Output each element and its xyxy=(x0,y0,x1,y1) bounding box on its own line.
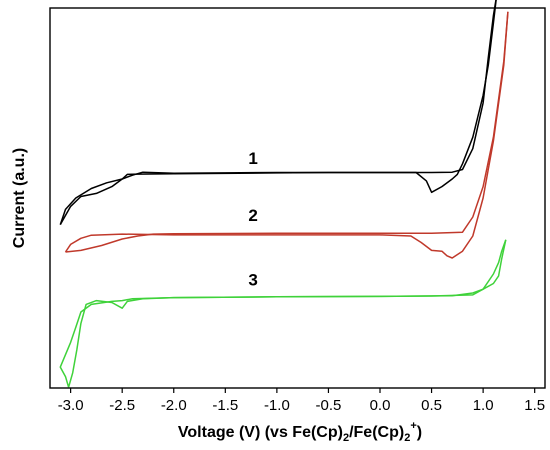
y-axis-title: Current (a.u.) xyxy=(11,148,28,248)
trace-layer xyxy=(59,0,509,388)
x-axis-title-main: Voltage (V) (vs Fe(Cp) xyxy=(178,424,343,441)
x-tick-label: -3.0 xyxy=(58,397,84,414)
x-tick-label: 1.0 xyxy=(473,397,494,414)
x-axis-title-sub-1: 2 xyxy=(343,432,349,444)
curve-label-2: 2 xyxy=(248,206,257,225)
plot-frame xyxy=(49,7,546,389)
x-tick-label: 0.0 xyxy=(370,397,391,414)
x-tick-label: -0.5 xyxy=(316,397,342,414)
x-tick-label: -1.0 xyxy=(264,397,290,414)
curve-label-layer: 1 2 3 xyxy=(248,149,257,290)
x-tick-label: 0.5 xyxy=(421,397,442,414)
cv-trace-3-upper xyxy=(59,239,507,388)
x-tick-label: 1.5 xyxy=(524,397,545,414)
cv-trace-1-lower xyxy=(59,0,497,225)
x-axis-ticks: -3.0 -2.5 -2.0 -1.5 -1.0 -0.5 0.0 0.5 1.0 1.5 xyxy=(58,388,545,414)
curve-label-1: 1 xyxy=(248,149,257,168)
cv-trace-2-upper xyxy=(65,11,509,253)
x-axis-title-sub-2: 2 xyxy=(404,432,410,444)
x-tick-label: -2.5 xyxy=(109,397,135,414)
x-axis-title-close: ) xyxy=(417,424,422,441)
x-axis-title: Voltage (V) (vs Fe(Cp)2/Fe(Cp)2+) xyxy=(178,420,422,444)
x-axis-title-sup: + xyxy=(410,420,416,432)
cv-trace-3-lower xyxy=(67,239,507,388)
curve-label-3: 3 xyxy=(248,270,257,289)
cv-trace-2-lower xyxy=(64,11,509,259)
x-tick-label: -2.0 xyxy=(161,397,187,414)
cv-trace-1-upper xyxy=(59,0,497,225)
x-tick-label: -1.5 xyxy=(212,397,238,414)
x-axis-title-mid: /Fe(Cp) xyxy=(349,424,404,441)
